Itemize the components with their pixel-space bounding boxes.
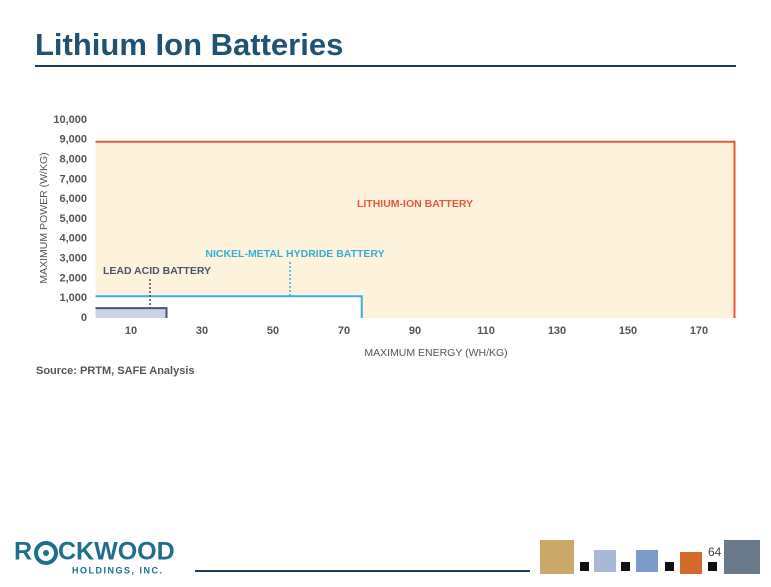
photo-thumb [724,540,760,574]
logo: R CKWOOD HOLDINGS, INC. [14,538,175,576]
y-tick-label: 5,000 [59,213,87,225]
x-tick-label: 90 [409,325,421,337]
x-tick-label: 130 [548,325,566,337]
logo-gear-hub [43,550,49,556]
range-edge [95,307,168,318]
y-tick-label: 3,000 [59,253,87,265]
x-tick-label: 50 [267,325,279,337]
y-tick-label: 0 [81,312,87,324]
photo-thumb [594,550,616,572]
y-tick-label: 10,000 [53,114,87,126]
photo-thumb [680,552,702,574]
range-box [95,308,167,318]
footer-images: 64 [540,540,760,574]
y-tick-label: 8,000 [59,154,87,166]
logo-text: R [14,538,32,566]
y-tick-label: 2,000 [59,272,87,284]
source-note: Source: PRTM, SAFE Analysis [36,365,195,377]
square-bullet [708,562,717,571]
x-tick-label: 10 [125,325,137,337]
range-edge [95,295,363,318]
y-axis-title: MAXIMUM POWER (W/KG) [38,152,50,283]
range-box [95,141,735,318]
x-tick-label: 150 [619,325,637,337]
logo-subtitle: HOLDINGS, INC. [72,565,164,575]
logo-gear [34,541,58,565]
x-tick-label: 30 [196,325,208,337]
y-tick-label: 7,000 [59,173,87,185]
x-tick-label: 170 [690,325,708,337]
photo-thumb [540,540,574,574]
range-edge [95,140,736,318]
square-bullet [621,562,630,571]
square-bullet [580,562,589,571]
square-bullet [665,562,674,571]
logo-text: CKWOOD [58,538,175,566]
photo-thumb [636,550,658,572]
slide-title: Lithium Ion Batteries [35,27,343,62]
y-tick-label: 1,000 [59,292,87,304]
y-tick-label: 4,000 [59,233,87,245]
x-tick-label: 70 [338,325,350,337]
y-tick-label: 6,000 [59,193,87,205]
page-number: 64 [708,545,722,559]
series-label: NICKEL-METAL HYDRIDE BATTERY [205,248,384,260]
series-label: LEAD ACID BATTERY [103,265,211,277]
x-axis-title: MAXIMUM ENERGY (WH/KG) [364,347,507,359]
x-tick-label: 110 [477,325,495,337]
series-label: LITHIUM-ION BATTERY [357,198,473,210]
y-tick-label: 9,000 [59,134,87,146]
